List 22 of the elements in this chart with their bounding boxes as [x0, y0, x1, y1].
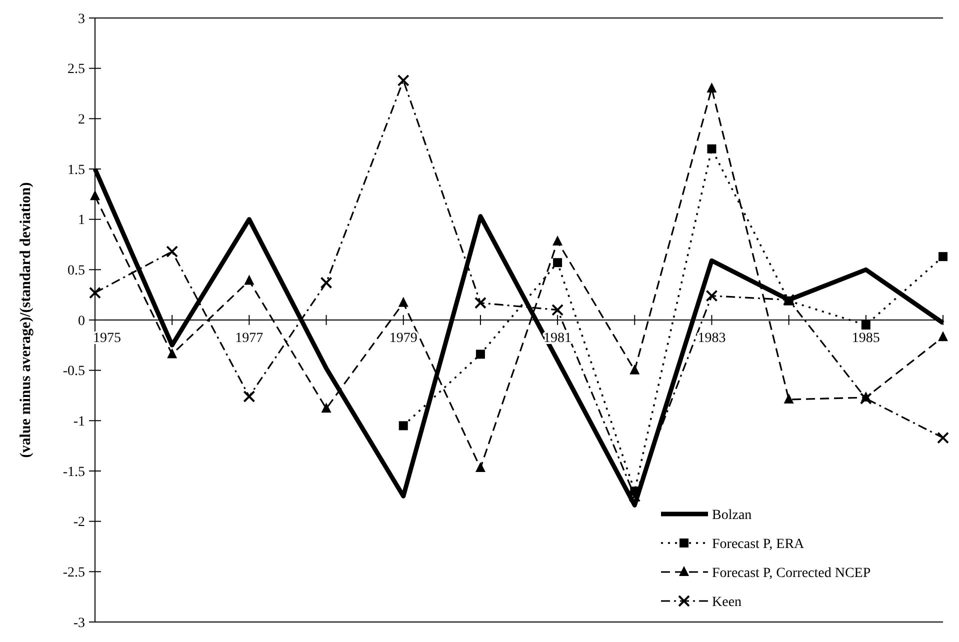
y-tick-label: 0.5	[68, 264, 85, 279]
y-tick-label: 1.5	[68, 162, 85, 178]
y-tick-label: 0	[78, 314, 85, 329]
legend-label: Forecast P, ERA	[712, 536, 806, 552]
y-tick-label: 3	[78, 12, 85, 27]
y-tick-label: -2	[73, 515, 85, 530]
y-tick-label: -3	[73, 616, 85, 631]
legend-label: Keen	[712, 594, 742, 610]
y-tick-label: 1	[78, 213, 85, 228]
legend-label: Forecast P, Corrected NCEP	[712, 566, 871, 581]
x-tick-label: 1985	[852, 331, 880, 346]
x-tick-label: 1977	[235, 331, 264, 346]
y-tick-label: -0.5	[62, 364, 85, 380]
y-tick-label: -2.5	[62, 566, 85, 581]
y-tick-label: 2.5	[68, 62, 85, 78]
y-axis-title: (value minus average)/(standard deviation)	[18, 182, 34, 458]
x-tick-label: 1979	[389, 331, 418, 346]
legend-label: Bolzan	[712, 508, 752, 523]
x-tick-label: 1983	[698, 331, 726, 346]
y-tick-label: 2	[78, 112, 85, 128]
y-tick-label: -1	[73, 414, 85, 430]
y-tick-label: -1.5	[62, 464, 85, 480]
